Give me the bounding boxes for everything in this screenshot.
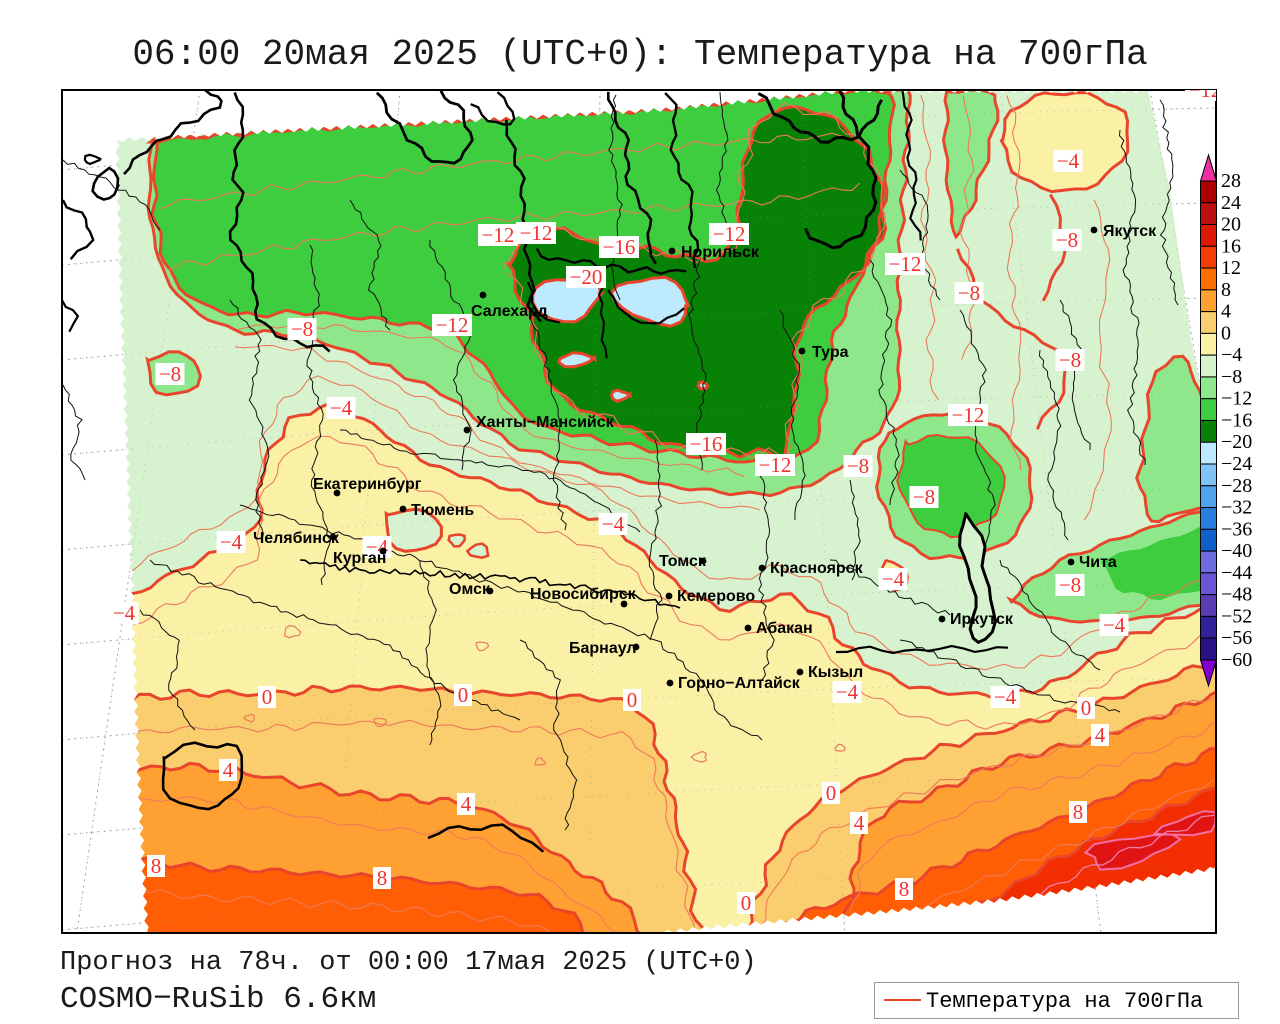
svg-text:−48: −48	[1221, 584, 1252, 606]
svg-text:COSMO−RuSib 6.6км: COSMO−RuSib 6.6км	[60, 982, 376, 1017]
svg-text:Салехард: Салехард	[471, 303, 548, 320]
svg-text:Чита: Чита	[1079, 554, 1117, 571]
svg-text:−8: −8	[913, 485, 935, 509]
svg-text:Екатеринбург: Екатеринбург	[313, 476, 422, 493]
svg-text:Ханты−Мансийск: Ханты−Мансийск	[476, 414, 615, 431]
svg-text:−12: −12	[436, 313, 469, 337]
svg-text:Тура: Тура	[812, 344, 849, 361]
svg-text:−32: −32	[1221, 497, 1252, 519]
svg-text:−8: −8	[1056, 228, 1078, 252]
svg-text:Норильск: Норильск	[681, 244, 760, 261]
svg-text:−4: −4	[882, 567, 905, 591]
svg-text:Прогноз на 78ч. от 00:00 17мая: Прогноз на 78ч. от 00:00 17мая 2025 (UTC…	[60, 948, 757, 978]
svg-text:−40: −40	[1221, 540, 1252, 562]
svg-text:06:00 20мая 2025 (UTC+0): Темп: 06:00 20мая 2025 (UTC+0): Температура на…	[132, 34, 1147, 75]
svg-text:Тюмень: Тюмень	[411, 502, 474, 519]
svg-text:−16: −16	[603, 235, 636, 259]
svg-text:Курган: Курган	[333, 550, 386, 567]
svg-text:8: 8	[377, 866, 388, 890]
svg-text:20: 20	[1221, 214, 1241, 236]
svg-text:24: 24	[1221, 192, 1241, 214]
svg-text:Омск: Омск	[449, 581, 491, 598]
svg-text:4: 4	[1221, 301, 1231, 323]
svg-text:Новосибирск: Новосибирск	[530, 586, 637, 603]
svg-text:0: 0	[262, 685, 273, 709]
svg-text:4: 4	[223, 758, 234, 782]
svg-text:Температура на 700гПа: Температура на 700гПа	[926, 989, 1203, 1014]
svg-text:−8: −8	[1059, 348, 1081, 372]
svg-text:28: 28	[1221, 170, 1241, 192]
svg-text:−8: −8	[847, 454, 869, 478]
svg-text:Абакан: Абакан	[756, 620, 813, 637]
svg-text:16: 16	[1221, 235, 1241, 257]
svg-text:−8: −8	[1059, 573, 1081, 597]
svg-text:Кемерово: Кемерово	[677, 588, 755, 605]
svg-text:−12: −12	[713, 222, 746, 246]
svg-text:8: 8	[151, 854, 162, 878]
svg-text:Кызыл: Кызыл	[808, 664, 863, 681]
svg-text:Томск: Томск	[659, 553, 707, 570]
svg-text:−4: −4	[836, 680, 859, 704]
svg-text:−4: −4	[1221, 344, 1242, 366]
svg-text:−12: −12	[952, 403, 985, 427]
svg-text:Якутск: Якутск	[1103, 223, 1157, 240]
svg-text:−4: −4	[1103, 613, 1126, 637]
svg-text:−4: −4	[220, 530, 243, 554]
svg-text:−36: −36	[1221, 518, 1252, 540]
svg-text:−60: −60	[1221, 649, 1252, 671]
svg-text:−4: −4	[1057, 149, 1080, 173]
svg-text:−16: −16	[1221, 409, 1252, 431]
svg-text:Красноярск: Красноярск	[770, 560, 864, 577]
svg-text:−4: −4	[330, 396, 353, 420]
svg-text:−4: −4	[602, 512, 625, 536]
svg-text:Челябинск: Челябинск	[253, 530, 340, 547]
svg-text:−12: −12	[759, 453, 792, 477]
svg-text:0: 0	[1081, 696, 1092, 720]
svg-text:8: 8	[1221, 279, 1231, 301]
svg-text:−12: −12	[1189, 78, 1222, 102]
svg-text:Барнаул: Барнаул	[569, 640, 637, 657]
svg-text:−20: −20	[570, 265, 603, 289]
svg-text:4: 4	[461, 792, 472, 816]
svg-text:8: 8	[899, 877, 910, 901]
svg-text:Горно−Алтайск: Горно−Алтайск	[678, 675, 801, 692]
svg-text:Иркутск: Иркутск	[950, 611, 1014, 628]
svg-text:0: 0	[458, 683, 469, 707]
svg-text:−52: −52	[1221, 605, 1252, 627]
svg-text:−12: −12	[520, 221, 553, 245]
svg-text:−4: −4	[113, 601, 136, 625]
svg-text:4: 4	[854, 811, 865, 835]
svg-text:−12: −12	[482, 223, 515, 247]
svg-text:0: 0	[1221, 322, 1231, 344]
svg-text:−56: −56	[1221, 627, 1252, 649]
svg-text:−16: −16	[690, 432, 723, 456]
svg-text:−20: −20	[1221, 431, 1252, 453]
svg-text:−8: −8	[159, 362, 181, 386]
svg-text:4: 4	[1095, 723, 1106, 747]
svg-text:12: 12	[1221, 257, 1241, 279]
svg-text:−4: −4	[994, 685, 1017, 709]
svg-text:−12: −12	[889, 252, 922, 276]
svg-text:−24: −24	[1221, 453, 1252, 475]
svg-text:−8: −8	[958, 281, 980, 305]
svg-text:−44: −44	[1221, 562, 1252, 584]
svg-text:0: 0	[627, 688, 638, 712]
svg-text:0: 0	[741, 891, 752, 915]
svg-text:−12: −12	[1221, 388, 1252, 410]
svg-text:−8: −8	[1221, 366, 1242, 388]
svg-text:8: 8	[1073, 800, 1084, 824]
svg-text:0: 0	[826, 781, 837, 805]
svg-text:−8: −8	[291, 317, 313, 341]
svg-text:−28: −28	[1221, 475, 1252, 497]
